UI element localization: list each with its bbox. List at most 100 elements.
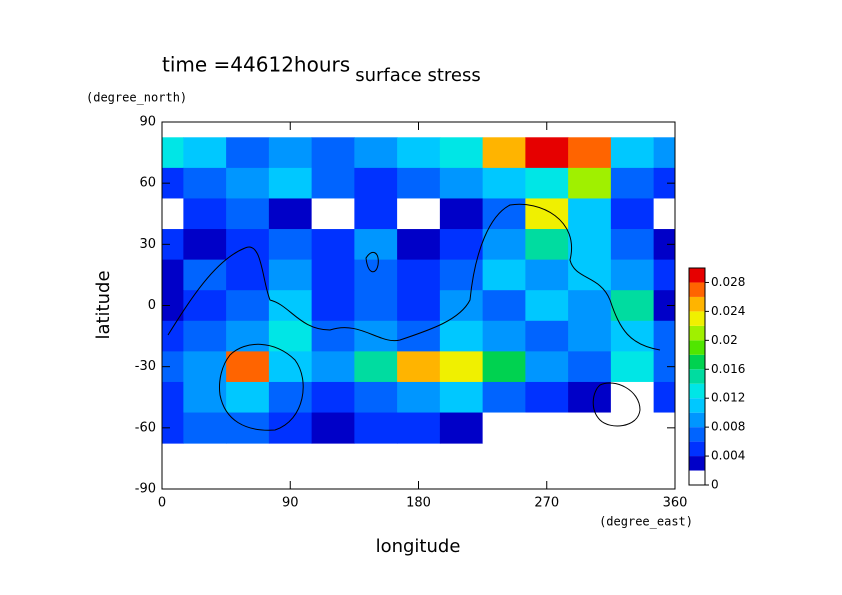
- contour-cell: [439, 320, 484, 352]
- contour-cell: [568, 351, 612, 383]
- contour-cell: [397, 320, 441, 352]
- contour-cell: [268, 412, 313, 444]
- colorbar-tick-label: 0.008: [711, 420, 745, 434]
- y-tick-label: 60: [139, 176, 156, 191]
- colorbar-swatch: [689, 268, 705, 283]
- contour-cell: [568, 412, 612, 444]
- colorbar-swatch: [689, 470, 705, 485]
- colorbar-tick-label: 0.024: [711, 304, 745, 318]
- contour-cell: [610, 351, 655, 383]
- contour-cell: [439, 290, 484, 322]
- contour-cell: [311, 198, 355, 230]
- colorbar-swatch: [689, 441, 705, 457]
- contour-cell: [268, 381, 313, 414]
- contour-cell: [439, 351, 484, 383]
- contour-cell: [482, 290, 526, 322]
- contour-cell: [397, 198, 441, 230]
- colorbar-frame: [688, 267, 706, 486]
- contour-cell: [354, 290, 398, 322]
- colorbar-swatch: [689, 325, 705, 341]
- contour-cell: [482, 259, 526, 291]
- contour-cell: [568, 229, 612, 261]
- contour-cell: [525, 290, 569, 322]
- contour-cell: [268, 198, 313, 230]
- contour-cell: [354, 351, 398, 383]
- contour-cell: [226, 259, 270, 291]
- contour-cell: [610, 290, 655, 322]
- contour-cell: [162, 167, 184, 199]
- contour-cell: [653, 290, 676, 322]
- contour-cell: [354, 381, 398, 414]
- x-tick-label: 0: [158, 496, 166, 511]
- y-tick-label: 0: [148, 298, 156, 313]
- contour-cell: [653, 351, 676, 383]
- contour-cell: [525, 320, 569, 352]
- colorbar-tick-label: 0.016: [711, 362, 745, 376]
- contour-cell: [354, 229, 398, 261]
- contour-cell: [311, 229, 355, 261]
- y-axis-label: latitude: [93, 270, 114, 339]
- contour-cell: [162, 137, 184, 169]
- contour-cell: [311, 137, 355, 169]
- contour-cell: [226, 137, 270, 169]
- contour-cell: [226, 412, 270, 444]
- contour-cell: [653, 412, 676, 444]
- contour-cell: [354, 412, 398, 444]
- contour-cell: [525, 351, 569, 383]
- contour-cell: [439, 198, 484, 230]
- contour-cell: [439, 412, 484, 444]
- contour-cell: [311, 290, 355, 322]
- contour-cell: [653, 198, 676, 230]
- colorbar-swatch: [689, 340, 705, 355]
- contour-cell: [653, 259, 676, 291]
- contour-cell: [482, 351, 526, 383]
- colorbar-swatch: [689, 296, 705, 312]
- contour-cell: [183, 198, 227, 230]
- contour-cell: [311, 167, 355, 199]
- colorbar-tick-label: 0: [711, 478, 719, 492]
- contour-cell: [482, 412, 526, 444]
- contour-cell: [439, 167, 484, 199]
- contour-cell: [653, 381, 676, 414]
- contour-cell: [226, 198, 270, 230]
- contour-cell: [311, 320, 355, 352]
- y-unit: (degree_north): [86, 91, 187, 105]
- contour-cell: [162, 229, 184, 261]
- contour-cell: [226, 167, 270, 199]
- x-tick-label: 90: [282, 496, 299, 511]
- contour-cell: [653, 167, 676, 199]
- x-tick-label: 180: [406, 496, 431, 511]
- contour-cell: [268, 259, 313, 291]
- contour-cell: [354, 137, 398, 169]
- colorbar-swatch: [689, 311, 705, 326]
- contour-cell: [183, 412, 227, 444]
- colorbar-tick-label: 0.004: [711, 449, 745, 463]
- contour-cell: [610, 259, 655, 291]
- colorbar-swatch: [689, 369, 705, 384]
- contour-cell: [482, 198, 526, 230]
- contour-cell: [162, 259, 184, 291]
- contour-cell: [311, 351, 355, 383]
- contour-cell: [439, 137, 484, 169]
- contour-cell: [397, 351, 441, 383]
- colorbar-swatch: [689, 427, 705, 442]
- contour-cell: [439, 259, 484, 291]
- colorbar-tick-label: 0.028: [711, 275, 745, 289]
- contour-cell: [439, 381, 484, 414]
- y-tick-label: -60: [135, 420, 156, 435]
- contour-cell: [162, 381, 184, 414]
- contour-cell: [397, 412, 441, 444]
- y-tick-label: -90: [135, 482, 156, 497]
- contour-cell: [525, 412, 569, 444]
- contour-cell: [439, 229, 484, 261]
- contour-cell: [397, 229, 441, 261]
- contour-cell: [162, 412, 184, 444]
- colorbar-swatch: [689, 282, 705, 297]
- contour-cell: [354, 198, 398, 230]
- contour-cell: [162, 351, 184, 383]
- x-tick-label: 360: [663, 496, 688, 511]
- contour-cell: [397, 290, 441, 322]
- contour-cell: [311, 381, 355, 414]
- x-tick-label: 270: [534, 496, 559, 511]
